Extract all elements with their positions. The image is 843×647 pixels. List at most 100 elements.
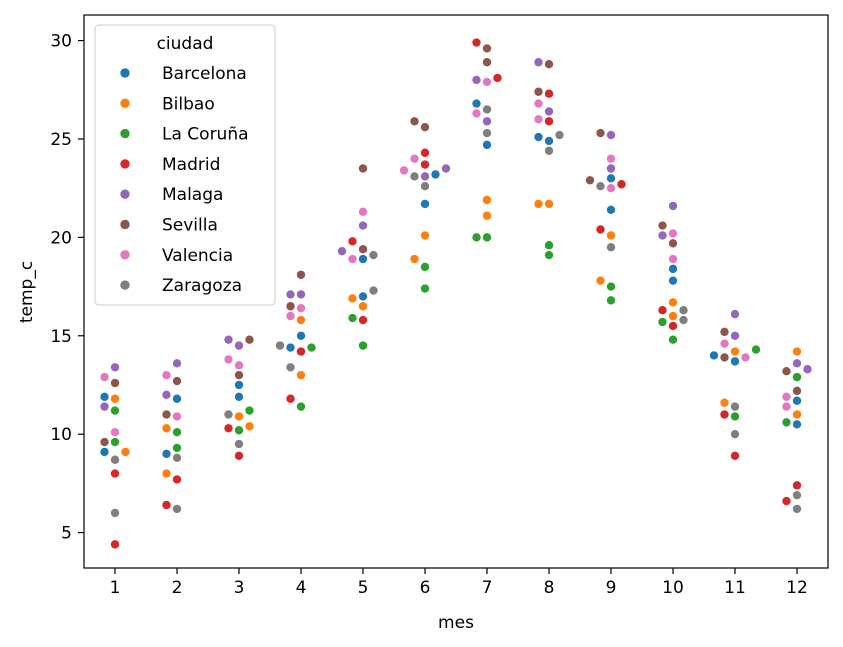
point-barcelona-mes-1 — [99, 391, 110, 402]
point-sevilla-mes-5 — [358, 244, 368, 254]
point-sevilla-mes-8 — [533, 86, 544, 97]
point-zaragoza-mes-7 — [482, 128, 492, 138]
point-valencia-mes-7 — [482, 77, 492, 87]
x-tick-label: 10 — [662, 578, 684, 598]
point-malaga-mes-1 — [99, 401, 110, 412]
point-valencia-mes-10 — [668, 254, 678, 264]
point-valencia-mes-9 — [606, 153, 616, 164]
point-bilbao-mes-5 — [347, 293, 358, 304]
point-barcelona-mes-11 — [709, 350, 719, 361]
legend-label-bilbao: Bilbao — [162, 94, 215, 114]
point-madrid-mes-2 — [161, 500, 172, 510]
point-zaragoza-mes-9 — [595, 181, 606, 192]
point-zaragoza-mes-7 — [482, 104, 492, 115]
point-la-coru-a-mes-8 — [544, 240, 554, 251]
point-sevilla-mes-10 — [657, 220, 668, 231]
point-malaga-mes-3 — [234, 340, 244, 351]
point-madrid-mes-4 — [285, 393, 296, 404]
legend-marker-valencia — [119, 249, 131, 261]
x-tick-label: 7 — [482, 578, 493, 598]
point-malaga-mes-8 — [544, 106, 554, 117]
point-zaragoza-mes-5 — [368, 250, 379, 260]
point-valencia-mes-3 — [234, 360, 244, 371]
x-tick-label: 4 — [296, 578, 307, 598]
point-sevilla-mes-10 — [668, 238, 678, 249]
point-bilbao-mes-1 — [120, 447, 131, 457]
point-malaga-mes-4 — [296, 289, 306, 300]
point-madrid-mes-6 — [420, 159, 430, 170]
point-barcelona-mes-6 — [430, 169, 441, 180]
point-malaga-mes-7 — [471, 75, 482, 85]
point-bilbao-mes-6 — [420, 230, 430, 241]
point-barcelona-mes-7 — [471, 98, 482, 109]
legend-marker-bilbao — [119, 98, 131, 109]
point-la-coru-a-mes-9 — [606, 295, 616, 306]
point-valencia-mes-6 — [399, 165, 409, 176]
y-tick-label: 5 — [61, 524, 72, 544]
point-valencia-mes-4 — [285, 311, 296, 321]
point-madrid-mes-9 — [595, 224, 606, 235]
point-zaragoza-mes-6 — [409, 171, 420, 182]
point-valencia-mes-5 — [358, 206, 368, 217]
point-valencia-mes-2 — [172, 411, 182, 422]
point-barcelona-mes-1 — [99, 447, 110, 457]
point-valencia-mes-6 — [409, 153, 420, 164]
point-la-coru-a-mes-4 — [306, 342, 317, 353]
point-barcelona-mes-5 — [358, 291, 368, 302]
point-madrid-mes-2 — [172, 474, 182, 485]
x-tick-label: 6 — [420, 578, 431, 598]
point-zaragoza-mes-3 — [234, 439, 244, 449]
point-barcelona-mes-3 — [234, 380, 244, 390]
point-madrid-mes-12 — [781, 496, 792, 506]
y-tick-label: 20 — [50, 228, 72, 248]
point-barcelona-mes-2 — [172, 393, 182, 404]
point-sevilla-mes-9 — [595, 128, 606, 138]
point-barcelona-mes-9 — [606, 205, 616, 215]
point-zaragoza-mes-4 — [285, 362, 296, 373]
point-zaragoza-mes-10 — [678, 315, 689, 325]
point-barcelona-mes-8 — [544, 136, 554, 146]
point-zaragoza-mes-5 — [368, 285, 379, 296]
point-valencia-mes-8 — [533, 98, 544, 109]
point-madrid-mes-7 — [492, 73, 503, 83]
legend-frame — [94, 24, 276, 306]
x-tick-label: 3 — [234, 578, 245, 598]
point-la-coru-a-mes-9 — [606, 281, 616, 292]
point-zaragoza-mes-4 — [275, 340, 285, 351]
point-valencia-mes-11 — [719, 338, 730, 349]
point-bilbao-mes-9 — [595, 275, 606, 286]
point-valencia-mes-1 — [110, 427, 120, 438]
point-bilbao-mes-6 — [409, 254, 420, 264]
point-zaragoza-mes-11 — [730, 429, 740, 439]
point-malaga-mes-9 — [606, 163, 616, 174]
point-la-coru-a-mes-8 — [544, 250, 554, 260]
point-sevilla-mes-12 — [781, 366, 792, 377]
y-axis-title: temp_c — [17, 261, 37, 323]
x-tick-label: 1 — [110, 578, 121, 598]
point-madrid-mes-1 — [110, 468, 120, 479]
point-madrid-mes-11 — [730, 451, 740, 461]
point-barcelona-mes-10 — [668, 264, 678, 274]
y-tick-label: 30 — [50, 32, 72, 52]
point-bilbao-mes-10 — [668, 311, 678, 321]
point-zaragoza-mes-12 — [792, 504, 802, 514]
point-la-coru-a-mes-7 — [471, 232, 482, 243]
point-la-coru-a-mes-5 — [347, 313, 358, 323]
y-tick-label: 15 — [50, 327, 72, 347]
point-malaga-mes-1 — [110, 362, 120, 373]
y-tick-label: 10 — [50, 425, 72, 445]
legend-label-madrid: Madrid — [162, 155, 220, 175]
point-la-coru-a-mes-1 — [110, 437, 120, 447]
point-zaragoza-mes-8 — [554, 130, 565, 140]
point-zaragoza-mes-1 — [110, 454, 120, 465]
x-tick-label: 5 — [358, 578, 369, 598]
legend-marker-la-coru-a — [119, 128, 131, 139]
point-bilbao-mes-7 — [482, 210, 492, 221]
point-madrid-mes-6 — [420, 147, 430, 158]
point-zaragoza-mes-3 — [223, 409, 234, 420]
legend-label-barcelona: Barcelona — [162, 64, 247, 84]
point-malaga-mes-5 — [358, 220, 368, 231]
point-bilbao-mes-8 — [544, 199, 554, 209]
legend-marker-sevilla — [119, 219, 131, 230]
